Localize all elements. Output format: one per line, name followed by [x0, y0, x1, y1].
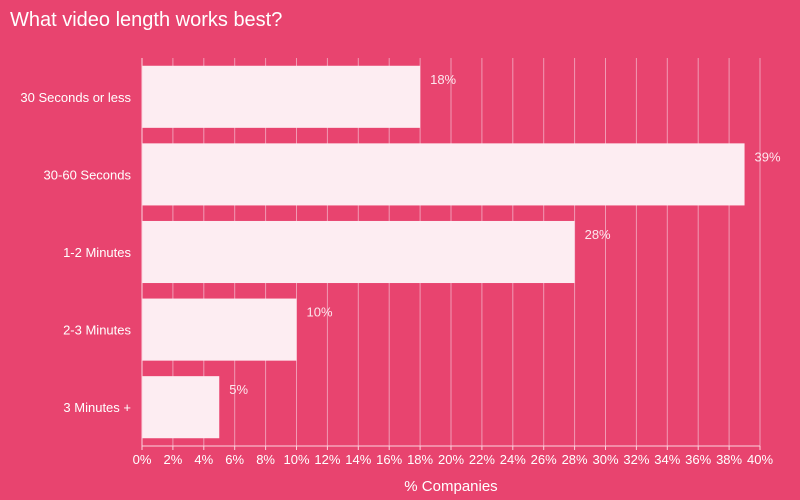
x-tick-label: 6% — [225, 452, 244, 467]
x-tick-label: 36% — [685, 452, 711, 467]
x-tick-label: 40% — [747, 452, 773, 467]
bar — [142, 298, 297, 361]
bar — [142, 143, 745, 206]
x-tick-label: 8% — [256, 452, 275, 467]
data-label: 28% — [585, 227, 611, 242]
axes: 0% 2% 4% 6% 8% 10% 12% 14% 16% 18% 20% 22% 24% 26% 28%… — [20, 58, 773, 467]
category-label: 3 Minutes + — [63, 400, 131, 415]
data-label: 5% — [229, 382, 248, 397]
x-tick-label: 12% — [314, 452, 340, 467]
x-tick-label: 20% — [438, 452, 464, 467]
chart-title: What video length works best? — [10, 9, 282, 31]
data-label: 18% — [430, 72, 456, 87]
bar — [142, 65, 421, 128]
x-tick-label: 30% — [592, 452, 618, 467]
bars: 18% 39% 28% 10% 5% — [142, 65, 781, 439]
x-tick-label: 4% — [194, 452, 213, 467]
x-tick-label: 16% — [376, 452, 402, 467]
x-tick-label: 34% — [654, 452, 680, 467]
x-tick-label: 38% — [716, 452, 742, 467]
x-tick-label: 0% — [133, 452, 152, 467]
x-tick-label: 24% — [500, 452, 526, 467]
category-label: 1-2 Minutes — [63, 245, 131, 260]
x-tick-label: 2% — [164, 452, 183, 467]
x-axis-title: % Companies — [404, 478, 497, 495]
data-label: 39% — [755, 149, 781, 164]
x-tick-label: 32% — [623, 452, 649, 467]
x-tick-label: 18% — [407, 452, 433, 467]
category-label: 2-3 Minutes — [63, 323, 131, 338]
x-tick-label: 26% — [531, 452, 557, 467]
bar — [142, 376, 220, 439]
x-tick-label: 28% — [562, 452, 588, 467]
category-label: 30 Seconds or less — [20, 90, 131, 105]
data-label: 10% — [307, 305, 333, 320]
bar — [142, 220, 575, 284]
x-tick-label: 14% — [345, 452, 371, 467]
x-tick-label: 22% — [469, 452, 495, 467]
x-tick-label: 10% — [283, 452, 309, 467]
category-label: 30-60 Seconds — [44, 167, 132, 182]
